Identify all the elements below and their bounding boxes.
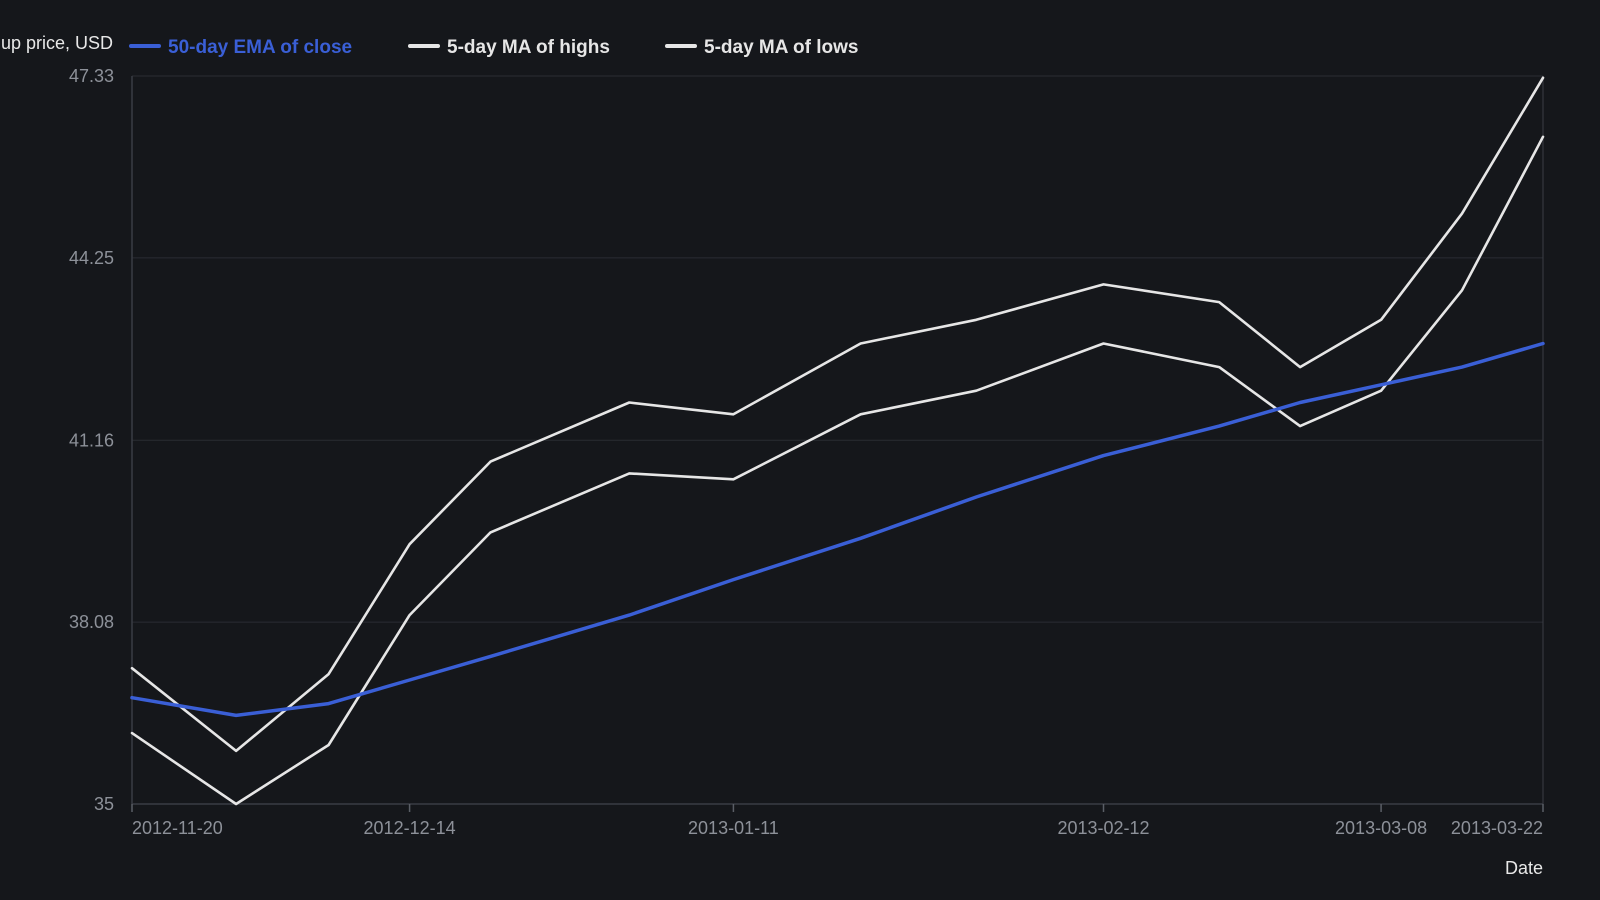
series-line-ma-lows xyxy=(130,135,1545,806)
legend-label: 5-day MA of highs xyxy=(447,37,610,58)
series-lines xyxy=(130,76,1545,806)
x-axis-title: Date xyxy=(1505,858,1543,878)
series-line-ema-close xyxy=(130,341,1545,718)
legend: 50-day EMA of close 5-day MA of highs 5-da… xyxy=(129,37,858,58)
y-tick-label: 38.08 xyxy=(69,612,114,632)
legend-label: 5-day MA of lows xyxy=(704,37,858,58)
legend-label: 50-day EMA of close xyxy=(168,37,352,58)
x-axis-ticks: 2012-11-20 2012-12-14 2013-01-11 2013-02-12… xyxy=(131,804,1544,838)
y-tick-label: 47.33 xyxy=(69,66,114,86)
y-axis-title: up price, USD xyxy=(1,33,113,53)
x-tick-label: 2013-01-11 xyxy=(688,818,779,838)
y-axis-ticks: 35 38.08 41.16 44.25 47.33 xyxy=(69,66,114,814)
y-tick-label: 44.25 xyxy=(69,248,114,268)
grid-lines xyxy=(131,75,1544,805)
y-tick-label: 41.16 xyxy=(69,430,114,450)
series-line-ma-highs xyxy=(130,76,1545,753)
x-tick-label: 2012-11-20 xyxy=(132,818,223,838)
y-tick-label: 35 xyxy=(94,794,114,814)
x-tick-label: 2013-02-12 xyxy=(1057,818,1149,838)
x-tick-label: 2013-03-22 xyxy=(1451,818,1543,838)
x-tick-label: 2013-03-08 xyxy=(1335,818,1427,838)
x-tick-label: 2012-12-14 xyxy=(364,818,456,838)
